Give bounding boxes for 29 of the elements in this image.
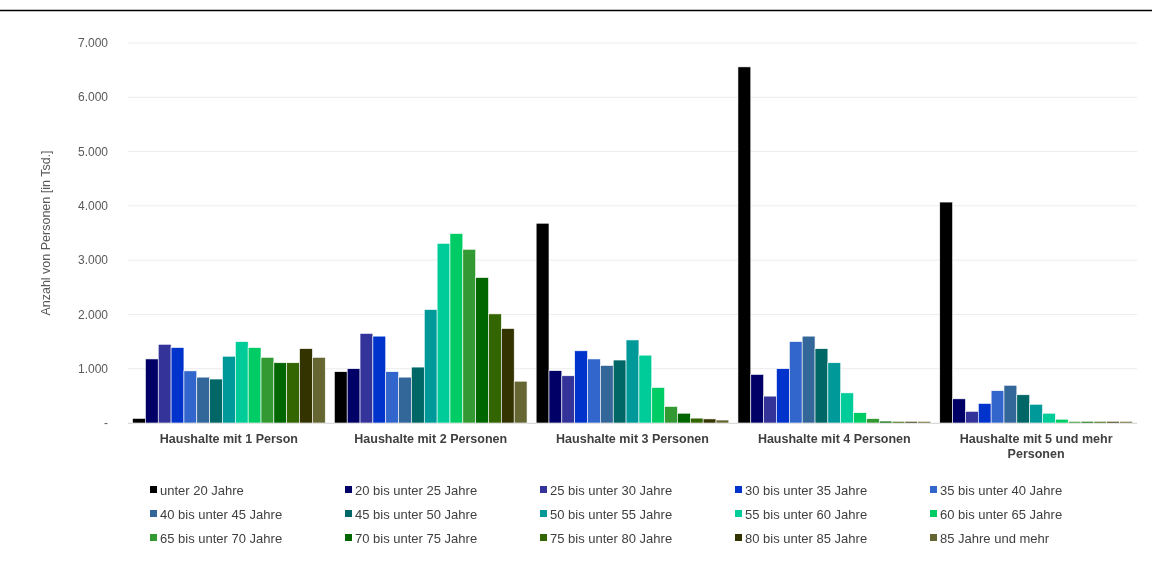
y-tick-label: 1.000 <box>77 361 109 376</box>
legend-label: 65 bis unter 70 Jahre <box>160 530 283 546</box>
x-tick-label: Haushalte mit 2 Personen <box>354 432 508 446</box>
x-tick-label: Haushalte mit 3 Personen <box>556 432 709 446</box>
legend-label: 20 bis unter 25 Jahre <box>355 482 478 498</box>
y-tick-label: 7.000 <box>77 36 109 51</box>
legend-label: 45 bis unter 50 Jahre <box>355 506 478 522</box>
y-tick-label: 6.000 <box>77 90 109 105</box>
legend-label: 50 bis unter 55 Jahre <box>550 506 673 522</box>
legend-label: 70 bis unter 75 Jahre <box>355 530 478 546</box>
legend-label: 35 bis unter 40 Jahre <box>940 482 1063 498</box>
y-tick-label: 2.000 <box>77 307 109 322</box>
y-tick-label: 3.000 <box>77 253 109 268</box>
y-tick-label: - <box>104 416 108 431</box>
y-tick-label: 4.000 <box>77 199 109 214</box>
legend-label: 60 bis unter 65 Jahre <box>940 506 1063 522</box>
x-tick-label: Haushalte mit 5 und mehr Personen <box>959 432 1113 461</box>
x-tick-label: Haushalte mit 4 Personen <box>757 432 911 446</box>
legend-label: 75 bis unter 80 Jahre <box>550 530 673 546</box>
legend-label: 80 bis unter 85 Jahre <box>745 530 868 546</box>
legend-label: 85 Jahre und mehr <box>940 530 1050 546</box>
legend-label: 25 bis unter 30 Jahre <box>550 482 673 498</box>
y-axis-title: Anzahl von Personen [in Tsd.] <box>39 150 53 316</box>
legend-label: 55 bis unter 60 Jahre <box>745 506 868 522</box>
legend-label: 30 bis unter 35 Jahre <box>745 482 868 498</box>
legend-label: unter 20 Jahre <box>160 482 244 498</box>
legend-label: 40 bis unter 45 Jahre <box>160 506 283 522</box>
y-tick-label: 5.000 <box>77 144 109 159</box>
x-tick-label: Haushalte mit 1 Person <box>159 432 299 446</box>
